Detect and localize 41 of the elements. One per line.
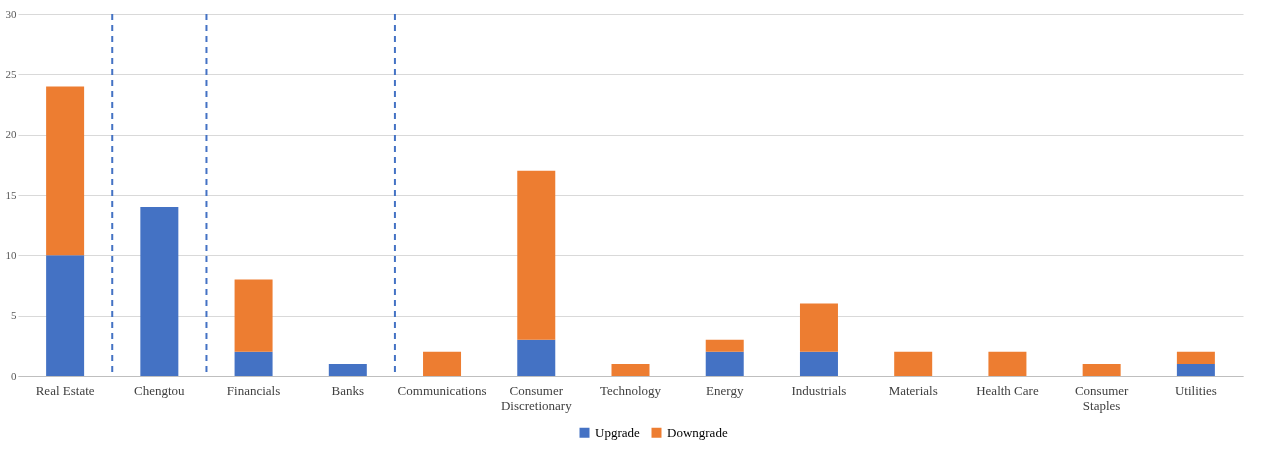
- y-tick-label: 30: [5, 7, 17, 20]
- legend-label: Downgrade: [667, 424, 728, 440]
- bar: [1082, 363, 1121, 376]
- bar: [894, 351, 933, 376]
- bar: [328, 363, 367, 376]
- legend-label: Upgrade: [595, 424, 640, 440]
- bar: [705, 351, 744, 376]
- bar: [799, 303, 838, 352]
- bar: [46, 255, 85, 376]
- x-tick-label: Real Estate: [35, 382, 95, 398]
- x-tick-label: Materials: [888, 382, 938, 398]
- y-tick-label: 20: [5, 128, 17, 141]
- x-tick-label: Banks: [331, 382, 365, 398]
- x-tick-label: Consumer Discretionary: [500, 382, 573, 413]
- bar: [140, 207, 179, 376]
- bar: [517, 170, 556, 340]
- y-tick-label: 10: [5, 248, 17, 261]
- bar: [517, 339, 556, 376]
- bar: [988, 351, 1027, 376]
- bar: [423, 351, 462, 376]
- x-tick-label: Utilities: [1174, 382, 1217, 398]
- x-tick-label: Health Care: [976, 382, 1039, 398]
- y-tick-label: 5: [11, 309, 17, 322]
- x-tick-label: Industrials: [791, 382, 847, 398]
- x-tick-label: Consumer Staples: [1074, 382, 1130, 413]
- bar: [234, 279, 273, 352]
- bar: [611, 363, 650, 376]
- x-tick-label: Communications: [397, 382, 487, 398]
- bar: [799, 351, 838, 376]
- y-tick-label: 0: [11, 369, 17, 382]
- bar: [705, 339, 744, 352]
- bar: [46, 86, 85, 256]
- y-tick-label: 15: [5, 188, 17, 201]
- bar: [1176, 363, 1215, 376]
- bar: [1176, 351, 1215, 364]
- x-tick-label: Financials: [226, 382, 281, 398]
- x-tick-label: Chengtou: [134, 382, 186, 398]
- bar: [234, 351, 273, 376]
- x-tick-label: Energy: [706, 382, 744, 398]
- x-tick-label: Technology: [599, 382, 662, 398]
- y-tick-label: 25: [5, 67, 17, 80]
